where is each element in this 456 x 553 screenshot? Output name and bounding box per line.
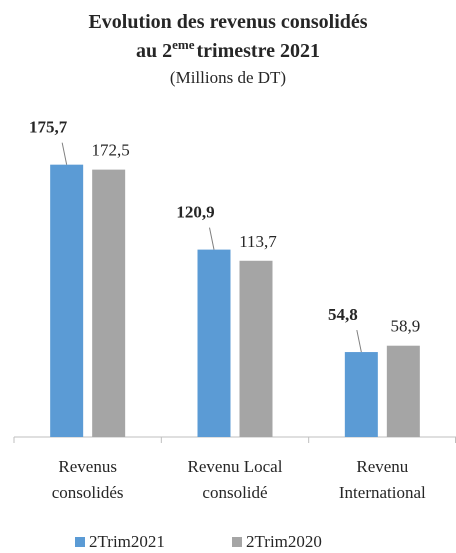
legend-swatch xyxy=(75,537,85,547)
x-tick-label: Revenu xyxy=(356,457,408,476)
chart-subtitle: (Millions de DT) xyxy=(170,68,286,87)
leader-line xyxy=(356,329,362,353)
leader-line xyxy=(209,227,215,250)
bar xyxy=(344,352,378,437)
x-tick-label: consolidé xyxy=(202,483,267,502)
bar xyxy=(197,249,231,437)
legend-label: 2Trim2020 xyxy=(246,532,322,551)
x-tick-label: consolidés xyxy=(52,483,124,502)
x-tick-label: Revenu Local xyxy=(188,457,283,476)
data-label: 120,9 xyxy=(176,203,214,222)
bar xyxy=(92,169,126,437)
data-label: 58,9 xyxy=(390,317,420,336)
bar xyxy=(386,345,420,437)
data-label: 172,5 xyxy=(92,141,130,160)
bar xyxy=(50,164,84,438)
title-part: au 2 xyxy=(136,40,172,62)
legend-swatch xyxy=(232,537,242,547)
data-label: 113,7 xyxy=(239,232,277,251)
x-tick-label: International xyxy=(339,483,426,502)
data-label: 175,7 xyxy=(29,118,68,137)
x-tick-label: Revenus xyxy=(58,457,117,476)
chart-title: au 2eme trimestre 2021 xyxy=(136,37,320,62)
chart-title: Evolution des revenus consolidés xyxy=(88,11,367,33)
title-part: trimestre 2021 xyxy=(197,40,320,62)
legend-label: 2Trim2021 xyxy=(89,532,165,551)
title-superscript: eme xyxy=(172,37,195,52)
data-label: 54,8 xyxy=(328,305,358,324)
leader-line xyxy=(61,142,68,165)
bar xyxy=(239,260,273,437)
